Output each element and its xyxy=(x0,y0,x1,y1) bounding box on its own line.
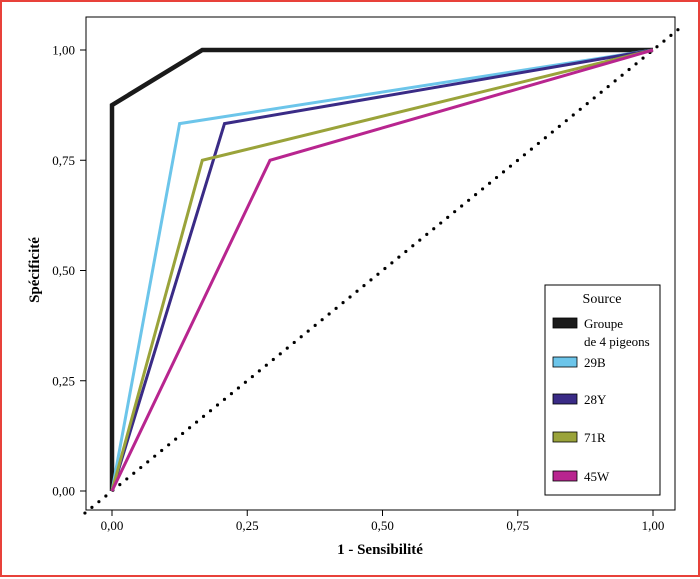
series-line-29b xyxy=(110,48,654,492)
x-tick-label: 1,00 xyxy=(642,518,665,533)
axes: 0,00 0,25 0,50 0,75 1,00 0,00 0,25 0,50 0,75 1,00 xyxy=(52,43,664,534)
y-tick-label: 1,00 xyxy=(52,43,75,58)
legend-swatch-28y xyxy=(552,393,578,405)
series-line-groupe-de-4-pigeons xyxy=(109,47,653,491)
reference-diagonal xyxy=(83,26,682,515)
series-line-45w xyxy=(110,48,654,492)
legend-label: Groupe xyxy=(584,316,623,331)
y-tick-label: 0,50 xyxy=(52,263,75,278)
legend-label: 29B xyxy=(584,355,606,370)
x-tick-label: 0,50 xyxy=(371,518,394,533)
x-tick-label: 0,25 xyxy=(236,518,259,533)
y-tick-label: 0,25 xyxy=(52,373,75,388)
series-line-28y xyxy=(110,48,654,492)
y-tick-label: 0,00 xyxy=(52,484,75,499)
x-tick-label: 0,75 xyxy=(506,518,529,533)
legend-swatch-29b xyxy=(552,356,578,368)
legend-swatch-groupe-de-4-pigeons xyxy=(552,317,578,329)
legend-title: Source xyxy=(583,292,622,307)
x-tick-label: 0,00 xyxy=(101,518,124,533)
plot-area xyxy=(85,16,676,511)
legend-swatch-71r xyxy=(552,431,578,443)
y-tick-label: 0,75 xyxy=(52,153,75,168)
y-axis-label: Spécificité xyxy=(27,237,43,303)
legend-label: 45W xyxy=(584,469,610,484)
legend: Source Groupe de 4 pigeons 29B 28Y 71R 45W xyxy=(544,284,661,496)
reference-diagonal-line xyxy=(83,26,682,515)
legend-items: Groupe de 4 pigeons 29B 28Y 71R 45W xyxy=(552,316,650,484)
legend-swatch-45w xyxy=(552,470,578,482)
legend-label: 71R xyxy=(584,430,606,445)
series-line-71r xyxy=(110,48,654,492)
x-axis-label: 1 - Sensibilité xyxy=(337,542,423,558)
legend-label: de 4 pigeons xyxy=(584,334,650,349)
legend-label: 28Y xyxy=(584,392,607,407)
series-lines xyxy=(109,47,654,492)
